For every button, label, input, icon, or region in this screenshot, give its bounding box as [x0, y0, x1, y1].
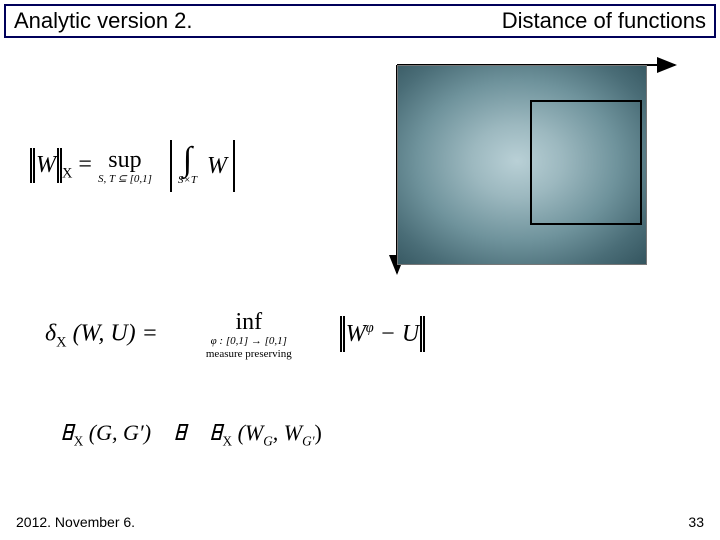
f3-rbox: 𐌇	[209, 420, 223, 445]
f3-comma: , W	[273, 420, 302, 445]
formula-norm: WX = sup S, T ⊆ [0,1] ∫ S×T W	[30, 140, 235, 192]
f2-op: inf	[206, 310, 292, 334]
f2-args: (W, U) =	[73, 321, 158, 347]
f1-opsub: S, T ⊆ [0,1]	[98, 174, 152, 185]
f2-opsub2: measure preserving	[206, 349, 292, 360]
formula-delta: δX (W, U) = inf φ : [0,1] → [0,1] measur…	[45, 310, 685, 360]
f3-rsub: X	[223, 433, 233, 448]
page-number: 33	[688, 514, 704, 530]
f3-subgp: G′	[302, 433, 314, 448]
f3-mbox: 𐌇	[173, 420, 187, 445]
f2-opsub1: φ : [0,1] → [0,1]	[206, 336, 292, 347]
formula-box: 𐌇X (G, G′) 𐌇 𐌇X (WG, WG′)	[60, 420, 322, 449]
f3-args2: (W	[238, 420, 264, 445]
f2-inf: inf φ : [0,1] → [0,1] measure preserving	[206, 310, 292, 360]
f2-rminus: − U	[374, 321, 420, 347]
f1-eq: =	[78, 152, 98, 178]
f1-abs: ∫ S×T W	[170, 140, 235, 192]
f1-intvar: W	[207, 153, 227, 179]
f3-subg: G	[263, 433, 273, 448]
f2-delta: δ	[45, 321, 56, 347]
f2-deltasub: X	[56, 334, 66, 350]
f1-intsub: S×T	[178, 175, 197, 186]
f3-args1: (G, G′)	[89, 420, 151, 445]
title-right: Distance of functions	[502, 8, 706, 34]
f1-op: sup	[98, 148, 152, 172]
footer-date: 2012. November 6.	[16, 514, 135, 530]
integral-icon: ∫	[183, 146, 192, 173]
f1-int: ∫ S×T	[178, 146, 197, 186]
title-left: Analytic version 2.	[14, 8, 193, 34]
inner-rectangle	[530, 100, 642, 225]
f3-lbox: 𐌇	[60, 420, 74, 445]
f1-sub: X	[62, 165, 72, 181]
diagram-area	[375, 55, 685, 275]
title-bar: Analytic version 2. Distance of function…	[4, 4, 716, 38]
f3-lsub: X	[74, 433, 84, 448]
f1-sup: sup S, T ⊆ [0,1]	[98, 148, 152, 185]
f2-norm: Wφ − U	[340, 320, 426, 348]
f3-close: )	[315, 420, 322, 445]
f2-rsup: φ	[366, 320, 374, 336]
f2-rvar: W	[346, 321, 366, 347]
f1-var: W	[36, 152, 56, 178]
